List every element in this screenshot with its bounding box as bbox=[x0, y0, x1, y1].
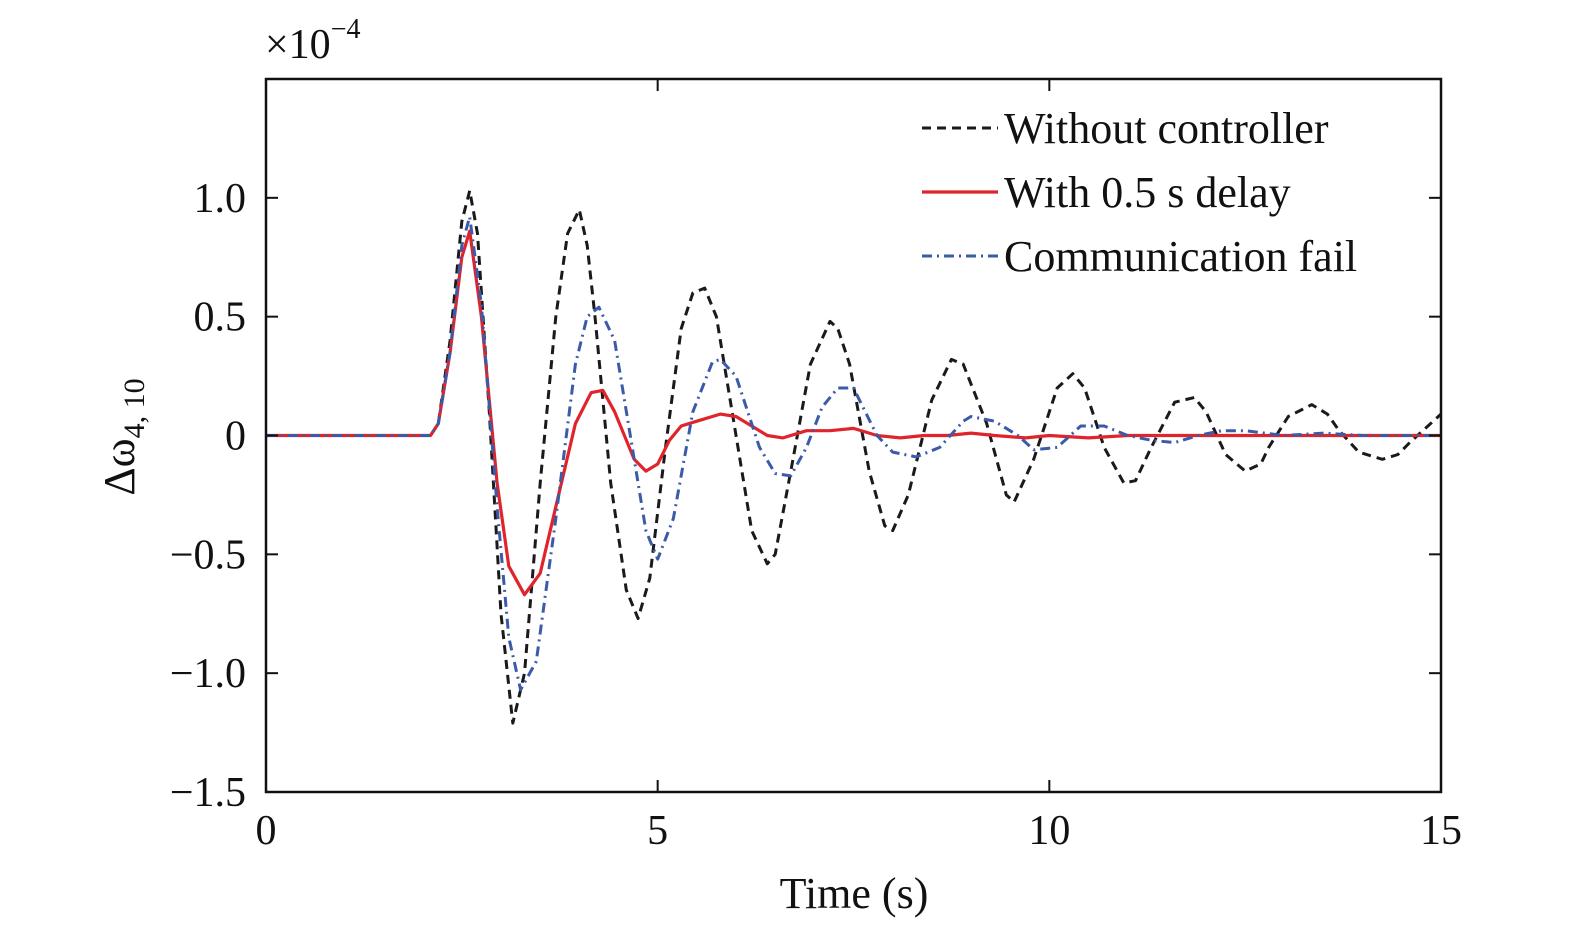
plot-lines bbox=[266, 189, 1443, 725]
series-line-2 bbox=[266, 215, 1441, 692]
axis-ticks bbox=[265, 79, 1442, 793]
y-tick-label: −0.5 bbox=[170, 532, 246, 578]
x-tick-label: 10 bbox=[1028, 808, 1070, 854]
legend-label-2: Communication fail bbox=[1004, 232, 1357, 281]
y-tick-label: 0 bbox=[225, 414, 246, 460]
tick-labels: 0 5 10 15 1.0 0.5 0 −0.5 −1.0 −1.5 bbox=[170, 176, 1462, 854]
x-tick-label: 0 bbox=[256, 808, 277, 854]
y-tick-label: 0.5 bbox=[194, 295, 247, 341]
x-tick-label: 15 bbox=[1420, 808, 1462, 854]
legend-label-1: With 0.5 s delay bbox=[1004, 168, 1291, 217]
legend: Without controller With 0.5 s delay Commun… bbox=[922, 104, 1357, 281]
y-axis-title: Δω4, 10 bbox=[95, 378, 151, 495]
y-exponent-label: ×10−4 bbox=[265, 14, 360, 68]
y-tick-label: 1.0 bbox=[194, 176, 247, 222]
series-line-1 bbox=[266, 229, 1441, 597]
y-tick-label: −1.0 bbox=[170, 651, 246, 697]
y-tick-label: −1.5 bbox=[170, 770, 246, 816]
x-axis-title: Time (s) bbox=[780, 869, 929, 918]
x-tick-label: 5 bbox=[647, 808, 668, 854]
series-line-0 bbox=[266, 189, 1443, 725]
legend-label-0: Without controller bbox=[1004, 104, 1329, 153]
